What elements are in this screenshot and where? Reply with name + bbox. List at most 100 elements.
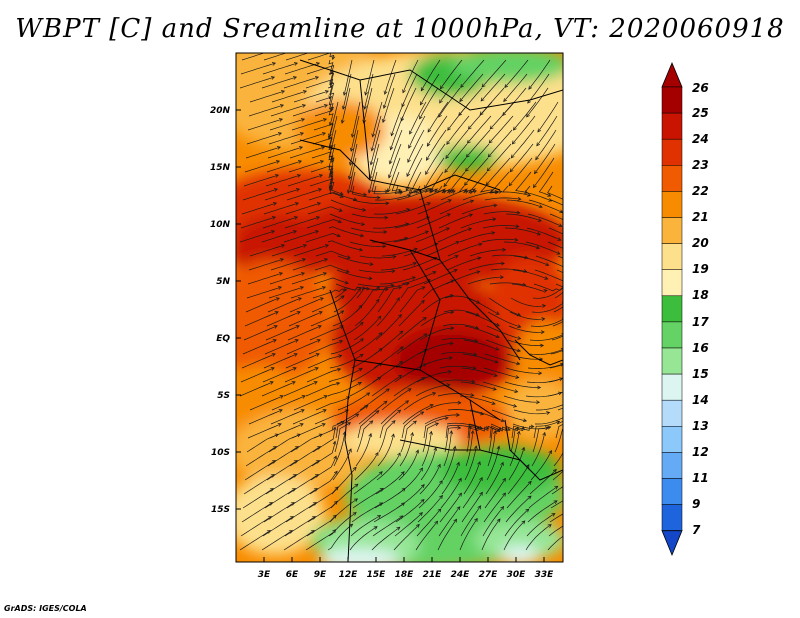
streamline-arrow	[474, 517, 478, 522]
streamline	[351, 213, 388, 219]
streamline-arrow	[494, 359, 499, 364]
streamline	[348, 143, 358, 180]
streamline-arrow	[302, 244, 308, 248]
streamline	[426, 115, 448, 147]
streamline	[374, 194, 411, 201]
streamline-arrow	[280, 90, 286, 94]
streamline-arrow	[317, 188, 323, 192]
streamline-arrow	[540, 330, 545, 335]
streamline	[399, 286, 425, 313]
streamline-arrow	[332, 440, 337, 445]
colorbar-segment	[661, 191, 683, 218]
streamline-arrow	[324, 244, 330, 248]
streamline	[405, 157, 423, 191]
streamline-arrow	[320, 146, 326, 150]
colorbar-top-arrow	[661, 61, 683, 88]
streamline-arrow	[340, 295, 345, 300]
streamline	[262, 216, 298, 229]
streamline	[269, 272, 305, 285]
streamline-arrow	[437, 508, 442, 513]
streamline-arrow	[405, 282, 410, 286]
streamline	[503, 395, 540, 403]
streamline-arrow	[547, 425, 552, 430]
streamline	[440, 478, 462, 509]
streamline-arrow	[391, 433, 395, 438]
streamline-arrow	[301, 395, 306, 399]
streamline	[504, 508, 530, 537]
streamline-arrow	[467, 125, 472, 130]
streamline	[549, 364, 563, 369]
streamline	[461, 492, 483, 523]
streamline-arrow	[504, 84, 509, 89]
streamline	[359, 255, 396, 259]
streamline	[439, 200, 474, 215]
streamline	[240, 216, 276, 229]
streamline	[407, 129, 425, 163]
streamline-arrow	[297, 160, 303, 164]
streamline	[351, 502, 383, 523]
streamline-arrow	[439, 494, 443, 499]
streamline	[356, 288, 389, 299]
streamline	[422, 279, 454, 299]
streamline	[442, 323, 479, 329]
streamline	[327, 86, 335, 110]
streamline-arrow	[383, 400, 388, 405]
streamline	[330, 199, 366, 211]
streamline	[528, 59, 551, 90]
streamline-arrow	[328, 122, 333, 127]
streamline-arrow	[477, 505, 482, 510]
streamline	[307, 206, 343, 215]
streamline	[334, 286, 366, 299]
streamline	[335, 413, 359, 439]
colorbar-labels: 26 25 24 23 22 21 20 19 18 17 16 15 14 1…	[692, 81, 709, 537]
streamline-arrow	[515, 224, 520, 229]
streamline	[506, 199, 543, 208]
streamline-arrow	[557, 237, 562, 241]
streamline	[526, 513, 556, 537]
streamline	[460, 505, 481, 537]
streamline-arrow	[548, 449, 552, 455]
streamline	[372, 361, 403, 383]
streamline-arrow	[348, 161, 353, 166]
streamline	[379, 409, 401, 439]
streamline	[309, 325, 344, 341]
streamline	[533, 157, 555, 188]
streamline	[441, 462, 460, 495]
streamline	[328, 115, 338, 148]
streamline	[243, 474, 275, 495]
streamline	[418, 342, 454, 355]
streamline-arrow	[542, 431, 547, 436]
streamline	[515, 171, 532, 194]
streamline	[438, 506, 461, 537]
streamline	[526, 87, 549, 118]
streamline	[373, 208, 410, 215]
streamline	[354, 299, 380, 327]
streamline-arrow	[298, 146, 304, 150]
colorbar-segment	[661, 295, 683, 323]
streamline-arrow	[458, 477, 462, 482]
streamline-arrow	[527, 495, 532, 500]
streamline	[283, 530, 315, 551]
streamline-arrow	[547, 524, 552, 528]
streamline-arrow	[471, 379, 476, 384]
streamline-arrow	[495, 311, 500, 315]
streamline	[535, 417, 563, 425]
streamline-arrow	[449, 341, 454, 346]
streamline-arrow	[547, 193, 552, 197]
colorbar-label: 19	[692, 262, 709, 276]
streamline-arrow	[294, 446, 299, 450]
colorbar-label: 7	[692, 523, 701, 537]
streamline-arrow	[333, 455, 337, 460]
streamline-arrow	[377, 315, 382, 320]
streamline	[527, 500, 558, 523]
streamline-arrow	[336, 381, 341, 386]
streamline	[292, 409, 327, 425]
streamline-arrow	[513, 403, 518, 408]
streamline-arrow	[548, 198, 553, 202]
streamline	[482, 225, 519, 229]
streamline	[484, 353, 520, 365]
streamline-arrow	[383, 90, 388, 95]
streamline-arrow	[514, 237, 519, 242]
streamline-arrow	[272, 339, 277, 343]
streamline	[266, 311, 301, 327]
